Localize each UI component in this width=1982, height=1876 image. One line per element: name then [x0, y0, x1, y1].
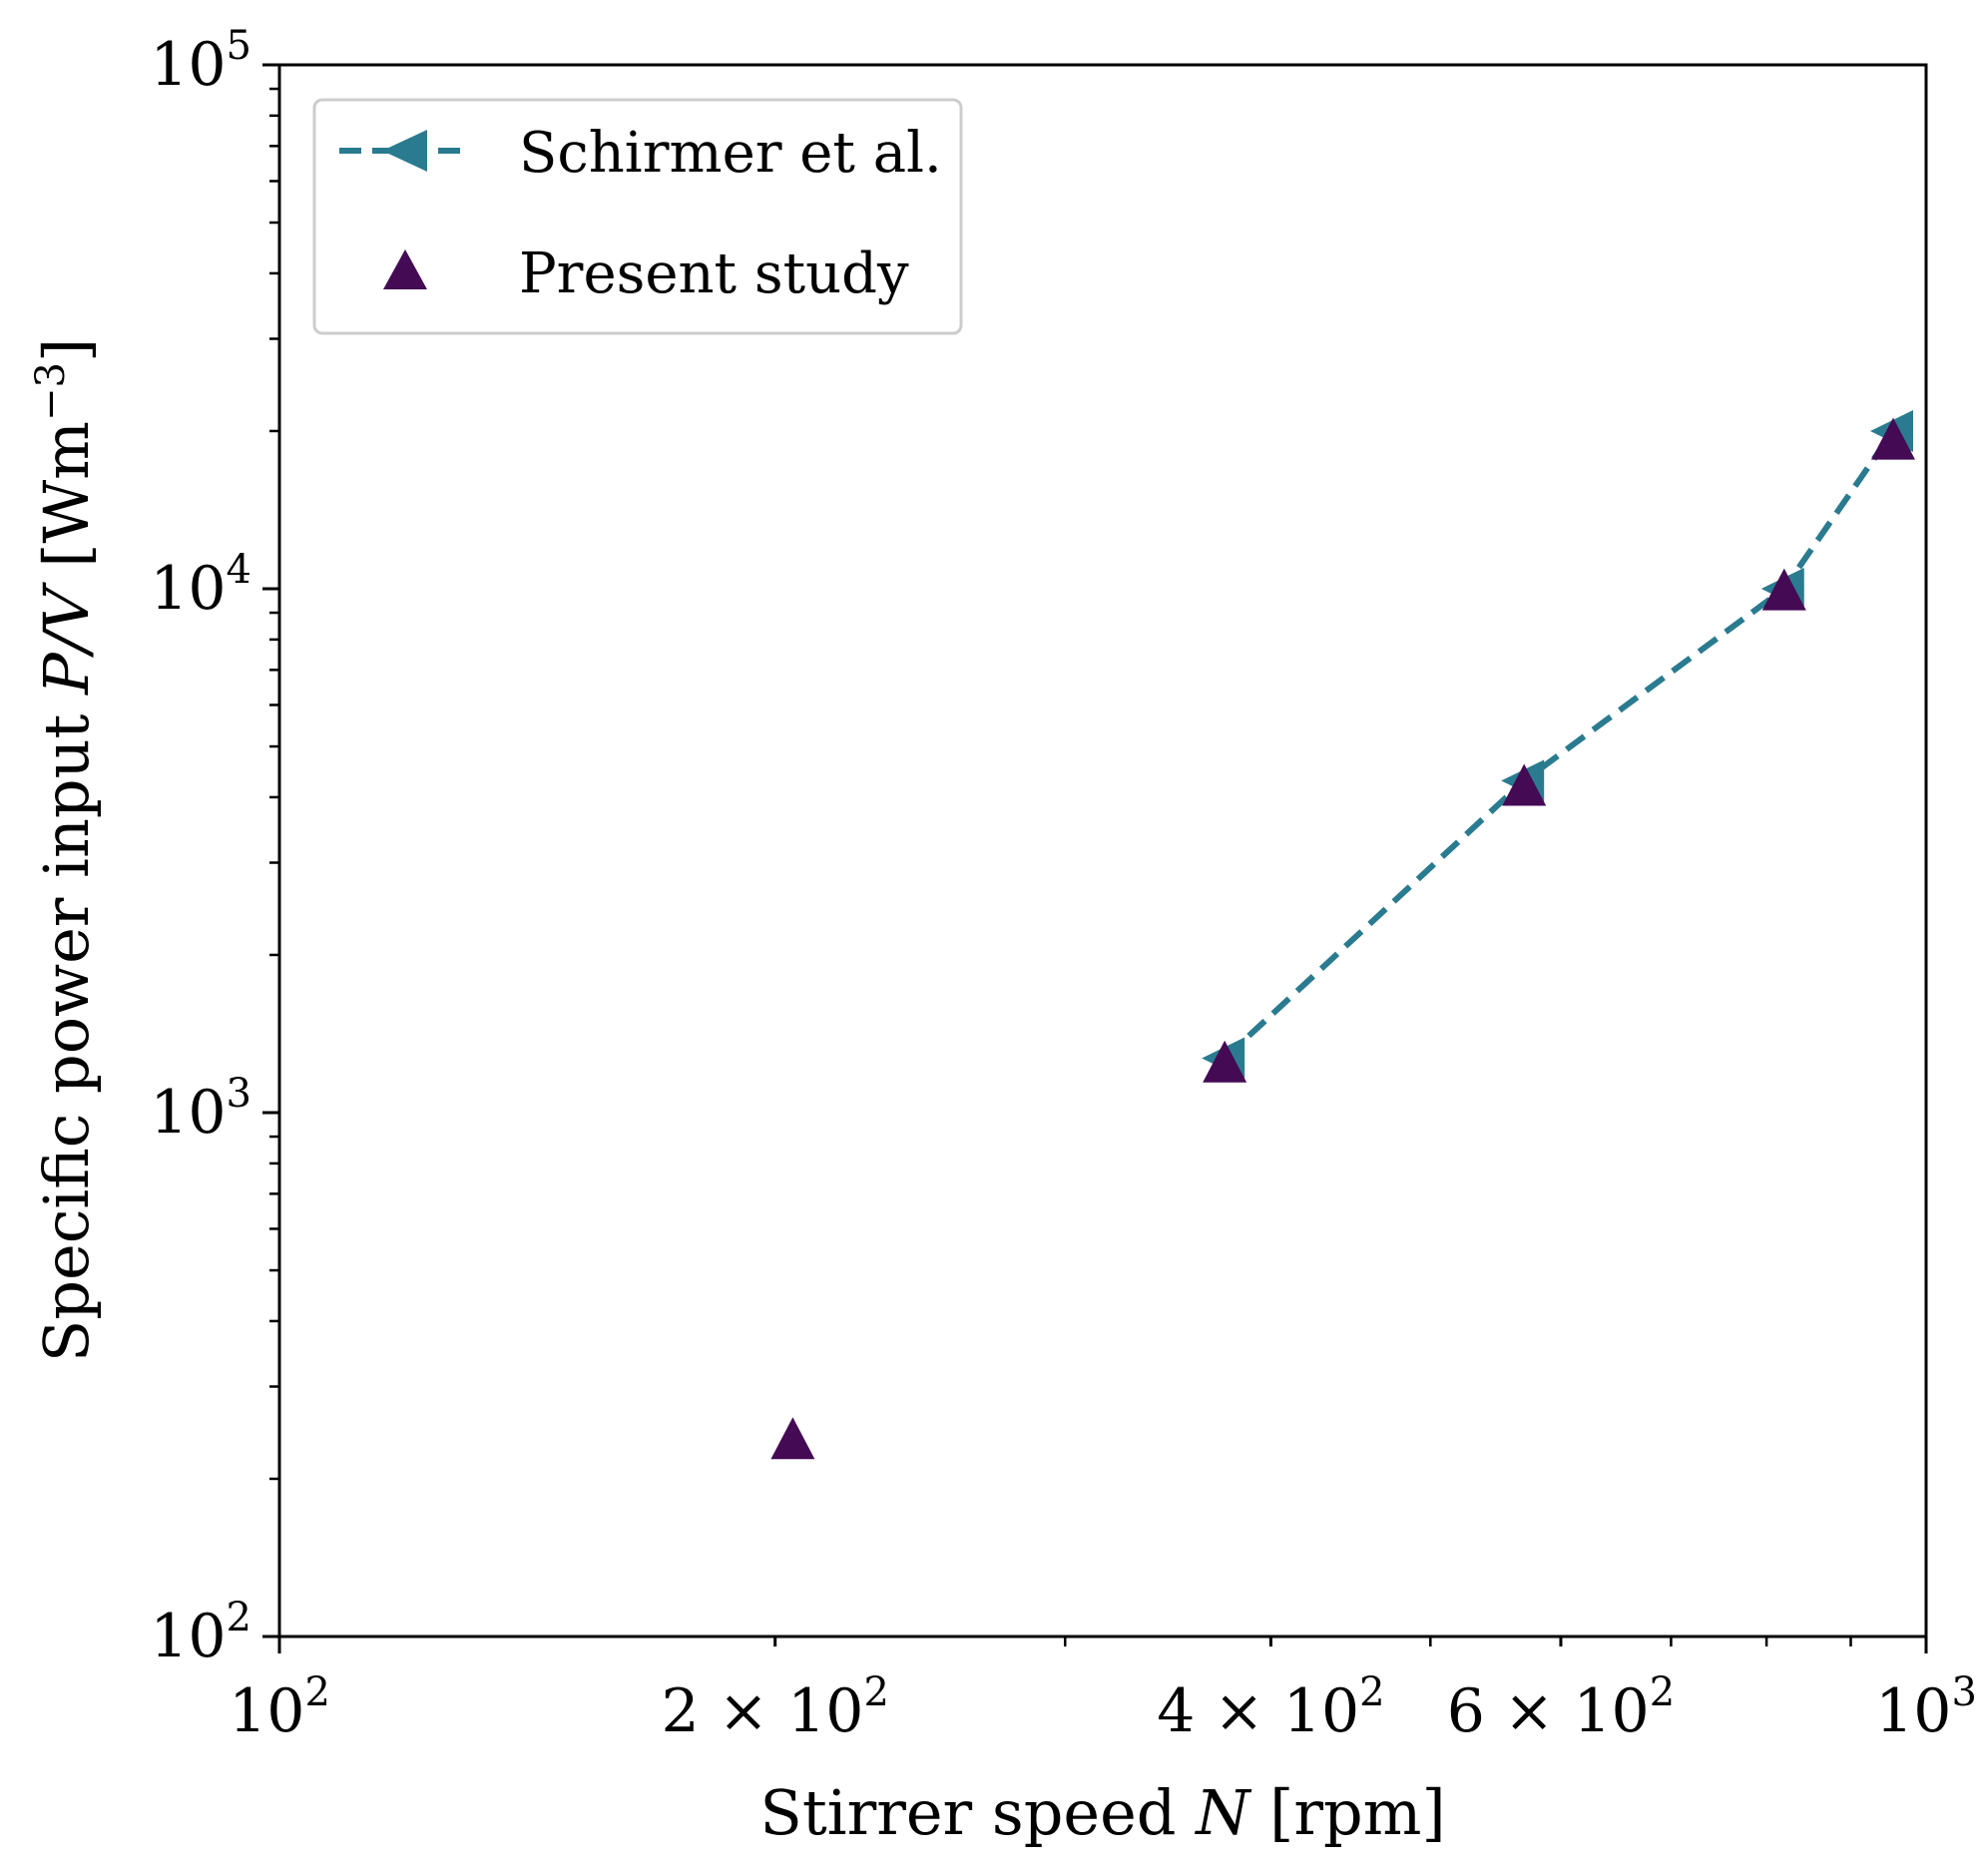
legend: Schirmer et al. Present study [312, 98, 963, 335]
legend-schirmer-label: Schirmer et al. [519, 121, 942, 186]
present-study-point [1502, 763, 1547, 806]
present-study-point [1871, 417, 1916, 460]
y-tick-label: 105 [150, 23, 251, 100]
x-axis-title: Stirrer speed N [rpm] [759, 1776, 1445, 1849]
minor-ticks-layer [269, 87, 1852, 1646]
legend-schirmer-marker [382, 130, 427, 172]
present-study-point [1761, 568, 1806, 611]
x-tick-label: 103 [1875, 1669, 1977, 1746]
plot-frame [277, 63, 1928, 1639]
legend-present-label: Present study [519, 241, 909, 306]
legend-present-marker [383, 249, 427, 289]
schirmer-line [1223, 429, 1896, 1061]
y-tick-label: 103 [150, 1071, 251, 1148]
x-tick-label: 2 × 102 [661, 1669, 888, 1746]
x-tick-label: 6 × 102 [1447, 1669, 1675, 1746]
present-study-point [1203, 1040, 1247, 1083]
x-tick-label: 102 [229, 1669, 330, 1746]
x-tick-label: 4 × 102 [1157, 1669, 1384, 1746]
legend-box [312, 98, 963, 335]
y-axis-title: Specific power input P/V [Wm−3] [28, 338, 103, 1362]
y-tick-label: 102 [150, 1595, 251, 1671]
series-layer [770, 409, 1916, 1460]
y-tick-label: 104 [150, 547, 251, 624]
present-study-point [770, 1417, 815, 1460]
tick-layer: 102 2 × 102 4 × 102 6 × 102 103 102 103 104 105 [150, 23, 1977, 1746]
